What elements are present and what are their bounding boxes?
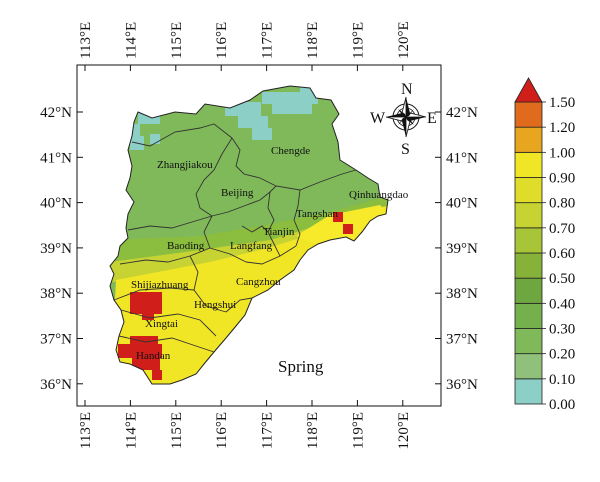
- city-label-xingtai: Xingtai: [145, 318, 178, 330]
- city-label-cangzhou: Cangzhou: [236, 276, 281, 288]
- lon-tick-label-top: 113°E: [78, 22, 94, 59]
- colorbar-label: 1.20: [549, 120, 575, 136]
- colorbar-label: 0.90: [549, 171, 575, 187]
- zone-light-yellow: [296, 205, 388, 246]
- city-label-chengde: Chengde: [271, 145, 310, 157]
- city-label-baoding: Baoding: [167, 240, 205, 252]
- colorbar-band: [514, 177, 543, 204]
- colorbar-label: 0.60: [549, 246, 575, 262]
- lat-ticks-right: 42°N 41°N 40°N 39°N 38°N 37°N 36°N: [435, 105, 478, 393]
- lat-tick-label-left: 38°N: [40, 286, 72, 302]
- lat-tick-label-right: 36°N: [446, 377, 478, 393]
- city-label-zhangjiakou: Zhangjiakou: [157, 159, 213, 171]
- lat-tick-label-left: 37°N: [40, 332, 72, 348]
- colorbar-band: [514, 302, 543, 329]
- city-label-handan: Handan: [136, 350, 171, 362]
- city-label-shijiazhuang: Shijiazhuang: [131, 279, 189, 291]
- colorbar-band: [514, 353, 543, 380]
- lat-tick-label-right: 41°N: [446, 150, 478, 166]
- lon-tick-label-bottom: 116°E: [214, 412, 230, 449]
- colorbar-band: [514, 151, 543, 178]
- lon-tick-label-bottom: 118°E: [305, 412, 321, 449]
- lon-tick-label-bottom: 115°E: [169, 412, 185, 449]
- colorbar-label: 1.50: [549, 95, 575, 111]
- season-label: Spring: [278, 357, 324, 376]
- lat-tick-label-right: 39°N: [446, 241, 478, 257]
- lon-tick-label-top: 117°E: [260, 22, 276, 59]
- colorbar-band: [514, 378, 543, 405]
- colorbar-extension-arrow: [514, 77, 543, 103]
- city-label-hengshui: Hengshui: [194, 299, 236, 311]
- city-boundaries: [113, 123, 357, 353]
- lon-tick-label-top: 115°E: [169, 22, 185, 59]
- colorbar-band: [514, 101, 543, 128]
- compass-s: S: [401, 141, 410, 158]
- lon-tick-label-top: 114°E: [123, 22, 139, 59]
- compass-w: W: [370, 110, 386, 127]
- compass-e: E: [427, 110, 437, 127]
- colorbar-band: [514, 328, 543, 355]
- lon-tick-label-bottom: 120°E: [396, 412, 412, 450]
- colorbar-label: 0.10: [549, 372, 575, 388]
- zone-red-patches: [118, 212, 353, 380]
- lon-tick-label-top: 120°E: [396, 21, 412, 59]
- city-label-tianjin: Tianjin: [263, 226, 295, 238]
- lat-tick-label-right: 42°N: [446, 105, 478, 121]
- colorbar-band: [514, 227, 543, 254]
- lon-ticks-bottom: 113°E 114°E 115°E 116°E 117°E 118°E 119°E 120°E: [78, 400, 412, 450]
- lat-tick-label-right: 37°N: [446, 332, 478, 348]
- colorbar-label: 0.70: [549, 221, 575, 237]
- colorbar-label: 0.50: [549, 271, 575, 287]
- lat-tick-label-left: 42°N: [40, 105, 72, 121]
- lon-tick-label-top: 119°E: [350, 22, 366, 59]
- colorbar-band: [514, 126, 543, 153]
- lat-tick-label-left: 39°N: [40, 241, 72, 257]
- lat-tick-label-left: 36°N: [40, 377, 72, 393]
- lon-tick-label-top: 118°E: [305, 22, 321, 59]
- lon-tick-label-bottom: 113°E: [78, 412, 94, 449]
- lon-tick-label-bottom: 117°E: [260, 412, 276, 449]
- lat-tick-label-left: 41°N: [40, 150, 72, 166]
- colorbar-label: 0.20: [549, 347, 575, 363]
- colorbar-band: [514, 202, 543, 229]
- colorbar-label: 0.80: [549, 196, 575, 212]
- colorbar-label: 1.00: [549, 145, 575, 161]
- lat-ticks-left: 42°N 41°N 40°N 39°N 38°N 37°N 36°N: [40, 105, 83, 393]
- lon-tick-label-bottom: 114°E: [123, 412, 139, 449]
- city-label-beijing: Beijing: [221, 187, 254, 199]
- colorbar-band: [514, 252, 543, 279]
- lat-tick-label-right: 38°N: [446, 286, 478, 302]
- city-label-tangshan: Tangshan: [296, 208, 338, 220]
- lat-tick-label-left: 40°N: [40, 196, 72, 212]
- city-labels: Chengde Zhangjiakou Qinhuangdao Beijing …: [131, 145, 409, 362]
- city-label-langfang: Langfang: [230, 240, 273, 252]
- compass-n: N: [401, 81, 413, 98]
- lon-tick-label-bottom: 119°E: [350, 412, 366, 449]
- lon-ticks-top: 113°E 114°E 115°E 116°E 117°E 118°E 119°E 120°E: [78, 21, 412, 71]
- lon-tick-label-top: 116°E: [214, 22, 230, 59]
- lat-tick-label-right: 40°N: [446, 196, 478, 212]
- compass-rose-icon: N S E W: [370, 81, 437, 158]
- colorbar-label: 0.30: [549, 322, 575, 338]
- colorbar-label: 0.00: [549, 397, 575, 413]
- colorbar-band: [514, 277, 543, 304]
- colorbar: 0.00 0.10 0.20 0.30 0.40 0.50 0.60 0.70 0.80 0.90…: [514, 77, 575, 413]
- city-label-qinhuangdao: Qinhuangdao: [349, 189, 409, 201]
- colorbar-label: 0.40: [549, 296, 575, 312]
